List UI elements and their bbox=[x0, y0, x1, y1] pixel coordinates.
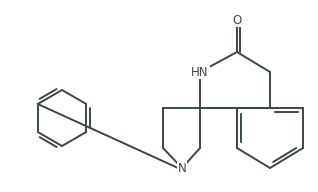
Text: O: O bbox=[232, 13, 242, 26]
Text: N: N bbox=[178, 161, 186, 175]
Text: HN: HN bbox=[191, 65, 209, 79]
